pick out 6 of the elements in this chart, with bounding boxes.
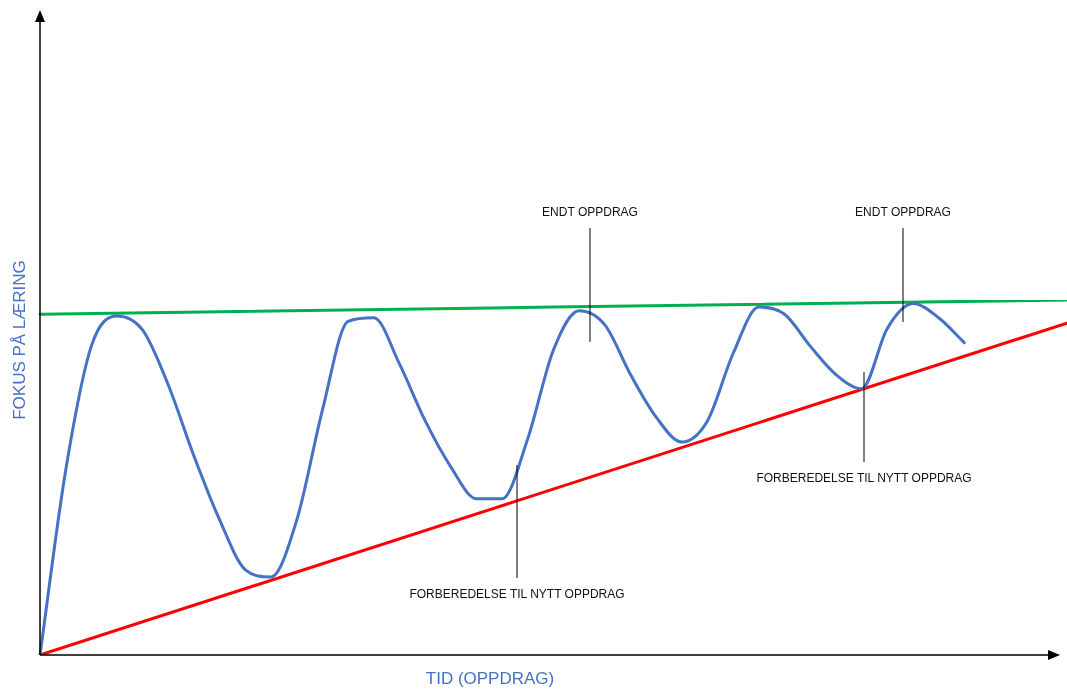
text: ENDT OPPDRAG [542, 205, 638, 220]
annotation: FORBEREDELSE TIL NYTT OPPDRAG [756, 471, 972, 486]
x-axis-title: TID (OPPDRAG) [425, 668, 555, 688]
annotation: FORBEREDELSE TIL NYTT OPPDRAG [409, 587, 625, 602]
y-axis-title: FOKUS PÅ LÆRING [9, 260, 29, 420]
text: ENDT OPPDRAG [855, 205, 951, 220]
